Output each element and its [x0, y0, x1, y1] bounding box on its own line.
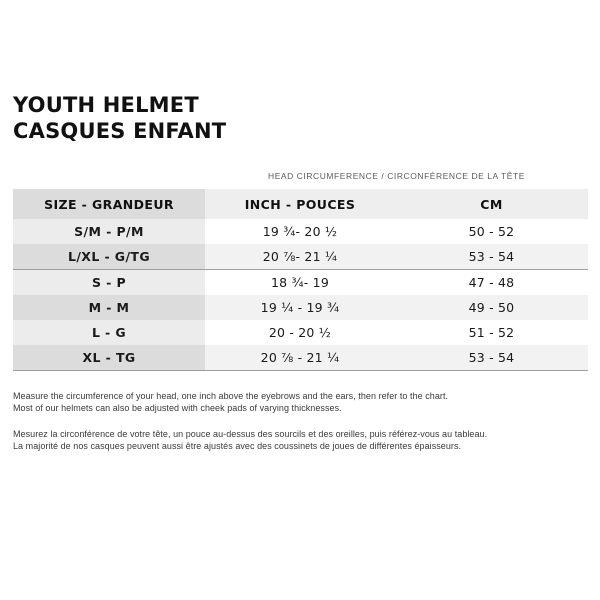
cell-inch: 19 ¾- 20 ½ — [205, 219, 395, 244]
footnote-english: Measure the circumference of your head, … — [13, 390, 588, 415]
cell-size: XL - TG — [13, 345, 205, 371]
table-row: M - M 19 ¼ - 19 ¾ 49 - 50 — [13, 295, 588, 320]
cell-inch: 18 ¾- 19 — [205, 269, 395, 295]
cell-cm: 53 - 54 — [395, 345, 588, 371]
cell-size: L/XL - G/TG — [13, 244, 205, 270]
footnotes: Measure the circumference of your head, … — [13, 390, 588, 466]
cell-size: S/M - P/M — [13, 219, 205, 244]
footnote-english-line-2: Most of our helmets can also be adjusted… — [13, 403, 342, 414]
title-line-french: CASQUES ENFANT — [13, 119, 227, 143]
cell-cm: 47 - 48 — [395, 269, 588, 295]
column-header-inch: INCH - POUCES — [205, 189, 395, 219]
column-header-size: SIZE - GRANDEUR — [13, 189, 205, 219]
table-group-header-row: HEAD CIRCUMFERENCE / CIRCONFÉRENCE DE LA… — [13, 163, 588, 189]
cell-cm: 49 - 50 — [395, 295, 588, 320]
table-row: L - G 20 - 20 ½ 51 - 52 — [13, 320, 588, 345]
table-row: S - P 18 ¾- 19 47 - 48 — [13, 269, 588, 295]
column-header-cm: CM — [395, 189, 588, 219]
table-row: XL - TG 20 ⅞ - 21 ¼ 53 - 54 — [13, 345, 588, 371]
cell-size: L - G — [13, 320, 205, 345]
table-column-header-row: SIZE - GRANDEUR INCH - POUCES CM — [13, 189, 588, 219]
footnote-french-line-2: La majorité de nos casques peuvent aussi… — [13, 441, 462, 452]
footnote-french-line-1: Mesurez la circonférence de votre tête, … — [13, 428, 488, 439]
table-row: S/M - P/M 19 ¾- 20 ½ 50 - 52 — [13, 219, 588, 244]
group-header-spacer — [13, 163, 205, 189]
title-line-english: YOUTH HELMET — [13, 93, 199, 117]
cell-size: M - M — [13, 295, 205, 320]
footnote-english-line-1: Measure the circumference of your head, … — [13, 391, 449, 401]
table-body: S/M - P/M 19 ¾- 20 ½ 50 - 52 L/XL - G/TG… — [13, 219, 588, 371]
footnote-french: Mesurez la circonférence de votre tête, … — [13, 428, 588, 453]
cell-inch: 20 ⅞ - 21 ¼ — [205, 345, 395, 371]
table-row: L/XL - G/TG 20 ⅞- 21 ¼ 53 - 54 — [13, 244, 588, 270]
page-title: YOUTH HELMET CASQUES ENFANT — [13, 92, 226, 144]
cell-cm: 50 - 52 — [395, 219, 588, 244]
head-circumference-group-header: HEAD CIRCUMFERENCE / CIRCONFÉRENCE DE LA… — [205, 163, 588, 189]
cell-inch: 19 ¼ - 19 ¾ — [205, 295, 395, 320]
size-chart-table: HEAD CIRCUMFERENCE / CIRCONFÉRENCE DE LA… — [13, 163, 588, 371]
cell-cm: 53 - 54 — [395, 244, 588, 270]
cell-size: S - P — [13, 269, 205, 295]
cell-cm: 51 - 52 — [395, 320, 588, 345]
cell-inch: 20 - 20 ½ — [205, 320, 395, 345]
cell-inch: 20 ⅞- 21 ¼ — [205, 244, 395, 270]
